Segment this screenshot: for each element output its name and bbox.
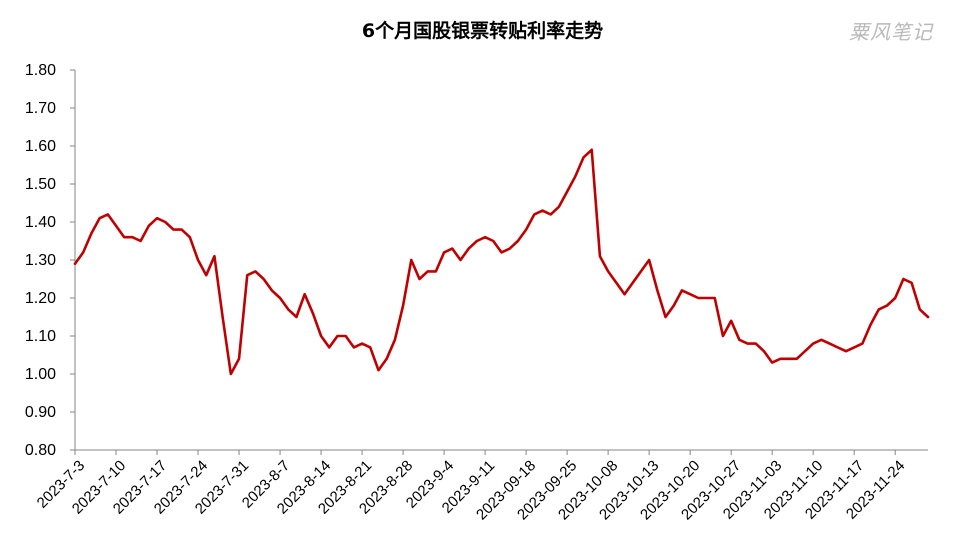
- y-tick-label: 0.90: [25, 404, 56, 421]
- y-tick-label: 1.50: [25, 176, 56, 193]
- y-tick-label: 1.30: [25, 252, 56, 269]
- y-tick-label: 0.80: [25, 442, 56, 459]
- y-tick-label: 1.40: [25, 214, 56, 231]
- y-axis-ticks: 0.80 0.90 1.00 1.10 1.20 1.30 1.40 1.50 1.60 1.70…: [25, 62, 75, 459]
- y-tick-label: 1.70: [25, 100, 56, 117]
- watermark-logo: 粟风笔记: [849, 20, 933, 44]
- y-tick-label: 1.10: [25, 328, 56, 345]
- y-tick-label: 1.60: [25, 138, 56, 155]
- x-axis-ticks: 2023-7-32023-7-102023-7-172023-7-242023-…: [34, 450, 908, 523]
- y-tick-label: 1.00: [25, 366, 56, 383]
- chart-title: 6个月国股银票转贴利率走势: [361, 20, 604, 42]
- series-layer: [73, 148, 930, 376]
- series-line: [73, 148, 930, 376]
- y-tick-label: 1.80: [25, 62, 56, 79]
- axes: [74, 70, 928, 451]
- y-tick-label: 1.20: [25, 290, 56, 307]
